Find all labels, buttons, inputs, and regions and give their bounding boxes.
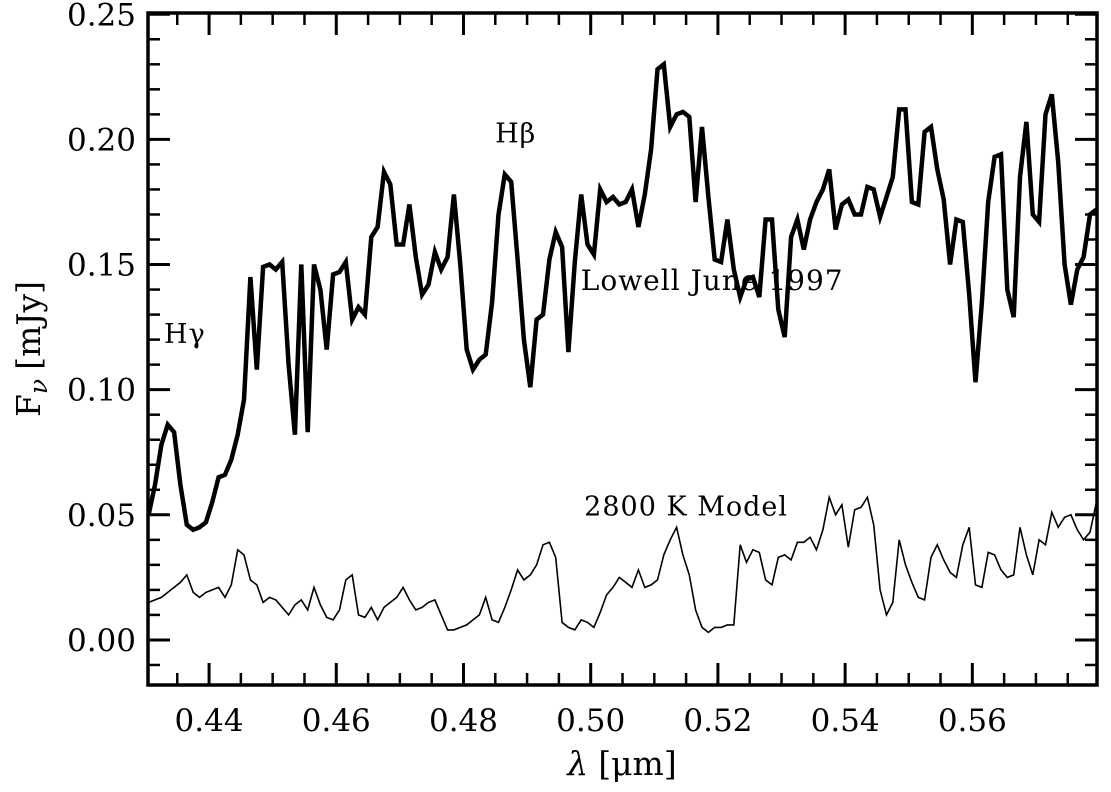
- model-spectrum-line: [148, 494, 1098, 634]
- model-series-label: 2800 K Model: [584, 492, 788, 523]
- plot-frame: [146, 11, 1099, 687]
- y-tick-label: 0.10: [67, 373, 136, 409]
- y-axis-title: Fν [mJy]: [9, 281, 53, 417]
- lowell-series-label: Lowell June 1997: [581, 264, 844, 297]
- x-axis-title: λ [μm]: [565, 744, 676, 783]
- x-axis-symbol: λ: [565, 744, 588, 783]
- x-tick-label: 0.44: [175, 703, 244, 739]
- x-tick-label: 0.54: [811, 703, 880, 739]
- x-axis-unit: [μm]: [598, 744, 677, 783]
- x-tick-label: 0.50: [556, 703, 625, 739]
- y-tick-label: 0.20: [67, 122, 136, 158]
- x-tick-label: 0.52: [683, 703, 752, 739]
- y-axis-subscript: ν: [24, 379, 53, 394]
- y-tick-label: 0.25: [67, 0, 136, 33]
- lowell-spectrum-line: [146, 59, 1098, 533]
- x-tick-label: 0.46: [302, 703, 371, 739]
- y-tick-label: 0.15: [67, 248, 136, 284]
- hgamma-line-annotation: Hγ: [164, 319, 206, 350]
- y-tick-label: 0.05: [67, 498, 136, 534]
- hbeta-line-annotation: Hβ: [495, 119, 536, 150]
- y-axis-symbol: F: [9, 394, 48, 417]
- x-tick-label: 0.56: [938, 703, 1007, 739]
- y-axis-unit: [mJy]: [9, 281, 48, 370]
- y-tick-label: 0.00: [67, 623, 136, 659]
- x-tick-label: 0.48: [429, 703, 498, 739]
